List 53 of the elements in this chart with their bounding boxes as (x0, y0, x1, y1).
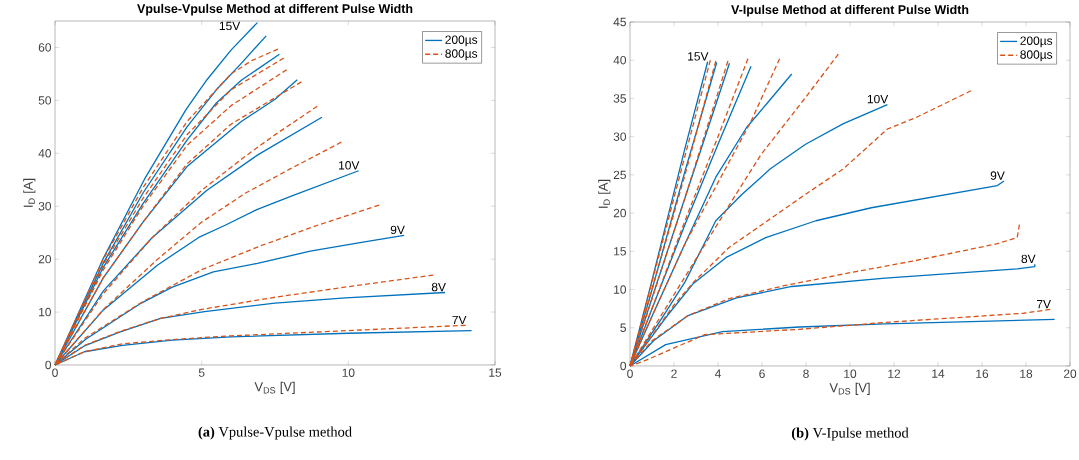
legend-label: 200µs (445, 35, 478, 47)
y-tick-label: 0 (45, 360, 52, 370)
text: (a) Vpulse-Vpulse method (198, 426, 352, 440)
chart-title: Vpulse-Vpulse Method at different Pulse Width (137, 3, 413, 16)
x-tick-label: 15 (489, 368, 502, 377)
y-tick-label: 60 (38, 43, 52, 52)
legend-label: 200µs (1020, 36, 1053, 48)
x-axis-title: V$_{DS}$ [V] (254, 381, 295, 394)
legend-label: 800µs (1020, 50, 1053, 62)
annotation: 7V (452, 315, 467, 325)
y-tick-label: 50 (38, 96, 52, 105)
text: (b) V-Ipulse method (791, 427, 909, 441)
y-tick-label: 5 (620, 323, 626, 332)
y-tick-label: 15 (614, 247, 626, 256)
x-tick-label: 0 (52, 368, 58, 377)
y-tick-label: 10 (614, 285, 627, 294)
x-tick-label: 10 (342, 368, 355, 377)
annotation: 10V (339, 161, 360, 170)
chart-title: V-Ipulse Method at different Pulse Width (731, 4, 969, 17)
x-tick-label: 0 (627, 369, 633, 378)
y-tick-label: 20 (613, 208, 627, 218)
x-tick-label: 20 (1063, 369, 1077, 378)
x-axis-title: V$_{DS}$ [V] (829, 382, 870, 395)
x-tick-label: 14 (932, 369, 945, 378)
x-tick-label: 6 (759, 369, 765, 378)
annotation: 15V (219, 21, 241, 31)
y-axis-title: I$_{D}$ [A] (23, 178, 36, 207)
annotation: 9V (990, 171, 1005, 180)
y-tick-label: 35 (613, 94, 626, 103)
x-tick-label: 12 (888, 369, 901, 378)
y-tick-label: 10 (39, 307, 52, 317)
annotation: 10V (867, 94, 889, 104)
y-tick-label: 30 (38, 201, 52, 211)
annotation: 15V (688, 52, 709, 61)
y-tick-label: 45 (613, 17, 626, 27)
annotation: 7V (1037, 300, 1051, 309)
annotation: 8V (1021, 254, 1036, 264)
x-tick-label: 8 (803, 369, 809, 378)
y-tick-label: 20 (38, 254, 52, 264)
x-tick-label: 5 (198, 368, 205, 377)
x-tick-label: 2 (671, 369, 677, 378)
annotation: 9V (390, 225, 405, 235)
x-tick-label: 16 (976, 369, 989, 378)
legend-label: 800µs (445, 49, 478, 61)
y-tick-label: 30 (613, 132, 627, 141)
y-tick-label: 25 (613, 170, 626, 180)
x-tick-label: 10 (844, 369, 857, 378)
annotation: 8V (431, 282, 446, 292)
x-tick-label: 4 (714, 369, 721, 378)
y-tick-label: 40 (38, 149, 52, 158)
y-tick-label: 40 (613, 55, 627, 65)
x-tick-label: 18 (1020, 369, 1033, 378)
y-axis-title: I$_{D}$ [A] (598, 179, 611, 208)
